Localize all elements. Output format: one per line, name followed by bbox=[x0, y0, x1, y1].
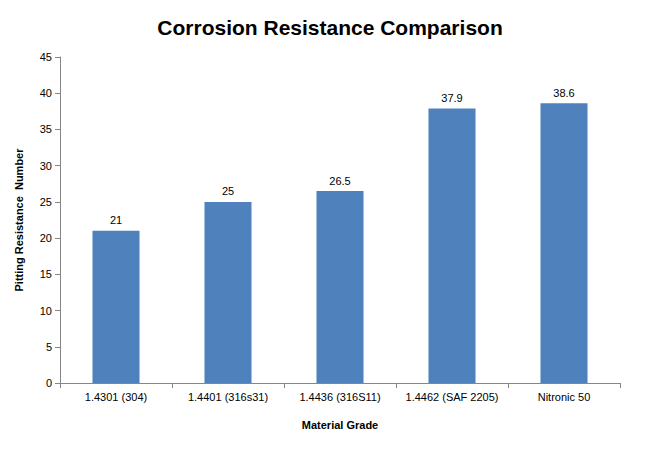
svg-text:10: 10 bbox=[40, 305, 52, 317]
svg-text:20: 20 bbox=[40, 232, 52, 244]
svg-text:37.9: 37.9 bbox=[441, 92, 462, 104]
svg-text:1.4462 (SAF 2205): 1.4462 (SAF 2205) bbox=[406, 391, 499, 403]
svg-text:5: 5 bbox=[46, 341, 52, 353]
svg-text:21: 21 bbox=[110, 214, 122, 226]
svg-text:38.6: 38.6 bbox=[553, 87, 574, 99]
svg-text:Nitronic 50: Nitronic 50 bbox=[538, 391, 591, 403]
svg-text:15: 15 bbox=[40, 268, 52, 280]
svg-text:35: 35 bbox=[40, 123, 52, 135]
svg-text:25: 25 bbox=[222, 185, 234, 197]
svg-text:1.4401 (316s31): 1.4401 (316s31) bbox=[188, 391, 268, 403]
svg-text:25: 25 bbox=[40, 196, 52, 208]
svg-text:Material Grade: Material Grade bbox=[302, 419, 378, 431]
svg-text:1.4301 (304): 1.4301 (304) bbox=[85, 391, 147, 403]
svg-text:1.4436 (316S11): 1.4436 (316S11) bbox=[299, 391, 380, 403]
svg-text:40: 40 bbox=[40, 87, 52, 99]
svg-text:Pitting Resistance Number: Pitting Resistance Number bbox=[13, 148, 25, 292]
svg-text:26.5: 26.5 bbox=[329, 175, 350, 187]
svg-text:45: 45 bbox=[40, 51, 52, 63]
svg-text:30: 30 bbox=[40, 160, 52, 172]
svg-text:0: 0 bbox=[46, 377, 52, 389]
svg-text:Corrosion Resistance Compariso: Corrosion Resistance Comparison bbox=[157, 16, 502, 39]
